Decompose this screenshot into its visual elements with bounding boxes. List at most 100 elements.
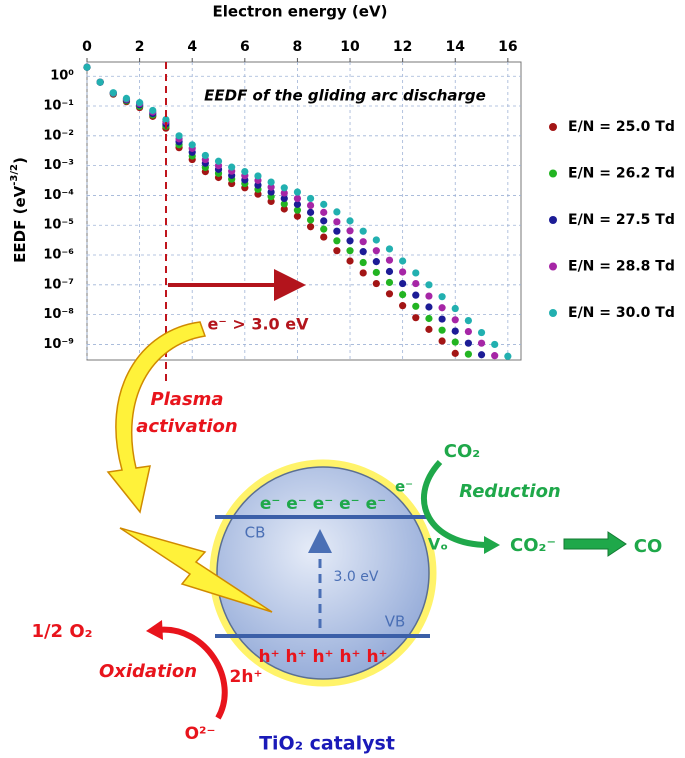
x-tick-label: 8 [293, 39, 303, 55]
data-point [425, 314, 433, 323]
data-point [136, 99, 144, 107]
data-point [96, 78, 104, 86]
data-point [320, 225, 328, 233]
data-point [385, 278, 394, 287]
data-point [83, 63, 91, 71]
y-tick-label: 10⁻² [43, 128, 74, 143]
data-point [372, 258, 380, 266]
data-point [333, 227, 341, 235]
x-tick-label: 12 [393, 39, 412, 55]
data-point [372, 247, 380, 255]
threshold-label: e⁻ > 3.0 eV [208, 315, 310, 334]
y-axis-label: EEDF (eV-3/2) [9, 157, 29, 263]
data-point [241, 167, 249, 176]
plot [83, 58, 522, 361]
y-tick-label: 10⁻⁷ [43, 277, 74, 292]
data-point [306, 208, 315, 216]
reduction-arrow [420, 459, 489, 548]
data-point [451, 327, 459, 335]
activation-label: activation [136, 416, 237, 437]
plot-frame [86, 61, 522, 361]
data-point [214, 157, 223, 165]
legend-marker [549, 262, 557, 271]
data-point [451, 304, 459, 313]
data-point [228, 163, 236, 171]
data-point [280, 200, 288, 208]
vb-label: VB [385, 613, 406, 631]
data-point [306, 201, 315, 210]
data-point [359, 269, 367, 277]
legend-marker [549, 216, 557, 224]
legend-label: E/N = 25.0 Td [568, 119, 675, 135]
data-point [385, 290, 394, 298]
electrons: e⁻ e⁻ e⁻ e⁻ e⁻ [260, 494, 386, 514]
legend-label: E/N = 27.5 Td [568, 212, 675, 228]
data-point [491, 340, 499, 349]
data-point [412, 314, 420, 322]
data-point [451, 316, 459, 324]
y-axis-label-part: EEDF (eV [11, 185, 29, 262]
data-point [346, 247, 354, 255]
activation-arrow [106, 321, 207, 514]
data-point [359, 248, 367, 256]
data-point [372, 279, 380, 288]
data-point [438, 337, 446, 345]
y-axis-label-part: -3/2 [9, 164, 20, 186]
data-point [346, 217, 354, 225]
y-tick-label: 10⁻¹ [43, 99, 74, 114]
legend-label: E/N = 28.8 Td [568, 259, 675, 275]
data-point [293, 206, 302, 214]
y-tick-label: 10⁻³ [43, 158, 74, 173]
data-point [399, 257, 407, 265]
x-tick-label: 10 [340, 39, 360, 55]
y-tick-label: 10⁰ [50, 69, 74, 84]
legend-marker [549, 123, 557, 131]
data-point [346, 237, 354, 245]
data-point [333, 218, 341, 226]
data-point [267, 178, 275, 186]
y-tick-label: 10⁻⁶ [43, 248, 74, 263]
data-point [399, 290, 407, 299]
data-point [385, 256, 394, 264]
data-point [333, 247, 341, 255]
data-point [293, 194, 302, 203]
y-tick-label: 10⁻⁴ [43, 188, 74, 203]
two-holes: 2h⁺ [230, 667, 263, 687]
x-tick-label: 6 [240, 39, 250, 55]
electron: e⁻ [395, 478, 413, 496]
y-tick-label: 10⁻⁹ [43, 337, 74, 352]
data-point [425, 303, 433, 311]
x-axis-label: Electron energy (eV) [213, 3, 388, 21]
data-point [372, 268, 380, 277]
data-point [399, 268, 407, 276]
data-point [320, 208, 328, 216]
vacancy: Vₒ [428, 535, 448, 554]
data-point [464, 327, 472, 336]
data-point [320, 217, 328, 225]
cb-label: CB [245, 524, 266, 542]
x-tick-label: 16 [498, 39, 517, 55]
data-point [399, 302, 407, 310]
oxidation-arrow [157, 626, 228, 720]
data-point [425, 281, 433, 289]
co2: CO₂ [444, 441, 480, 462]
data-point [385, 267, 394, 276]
data-point [293, 200, 302, 208]
data-point [438, 293, 446, 301]
data-point [464, 339, 472, 347]
legend-label: E/N = 26.2 Td [568, 166, 675, 182]
reduction-label: Reduction [459, 481, 561, 502]
data-point [399, 279, 407, 288]
catalyst-outline [216, 466, 430, 680]
x-tick-label: 0 [82, 39, 92, 55]
gap-label: 3.0 eV [334, 569, 379, 585]
activation-label: Plasma [150, 389, 223, 410]
data-point [425, 292, 433, 300]
data-point [359, 258, 367, 267]
data-point [201, 151, 209, 160]
data-point [162, 116, 170, 124]
data-point [412, 279, 420, 288]
data-point [280, 189, 288, 197]
legend-label: E/N = 30.0 Td [568, 305, 675, 321]
